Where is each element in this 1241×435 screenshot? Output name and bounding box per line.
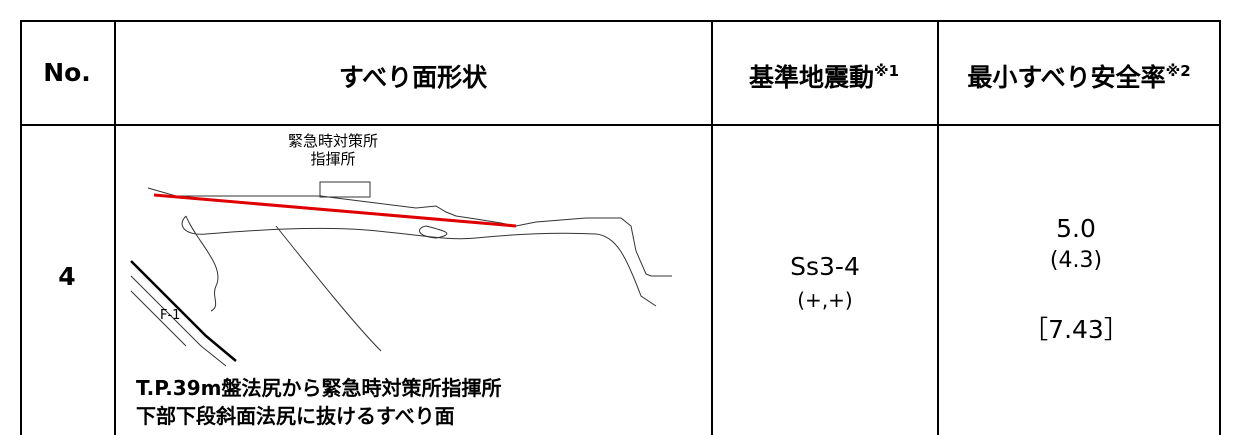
header-motion-text: 基準地震動 xyxy=(748,63,874,92)
factor-sub: (4.3) xyxy=(1049,248,1103,273)
header-factor: 最小すべり安全率※2 xyxy=(967,58,1190,94)
header-motion: 基準地震動※1 xyxy=(749,58,899,94)
diagram-label: 緊急時対策所 xyxy=(287,132,379,150)
factor-bracket: ［7.43］ xyxy=(1023,315,1129,344)
header-shape: すべり面形状 xyxy=(338,63,488,92)
border xyxy=(114,20,116,435)
note: ※1 xyxy=(873,62,900,80)
caption: T.P.39m盤法尻から緊急時対策所指揮所 xyxy=(136,376,502,400)
note: ※2 xyxy=(1165,62,1191,80)
motion-sign: (+,+) xyxy=(797,288,853,312)
row-no: 4 xyxy=(58,262,76,291)
diagram-label: 指揮所 xyxy=(310,150,356,168)
border xyxy=(20,20,1221,22)
border xyxy=(20,124,1221,126)
border xyxy=(1219,20,1221,435)
border xyxy=(937,20,939,435)
diagram xyxy=(130,181,672,367)
caption: 下部下段斜面法尻に抜けるすべり面 xyxy=(136,404,455,428)
header-factor-text: 最小すべり安全率 xyxy=(967,63,1166,92)
border xyxy=(711,20,713,435)
header-no: No. xyxy=(43,58,91,87)
motion: Ss3-4 xyxy=(790,252,860,281)
diagram-label: F-1 xyxy=(160,308,181,323)
border xyxy=(20,20,22,435)
factor: 5.0 xyxy=(1056,214,1096,243)
